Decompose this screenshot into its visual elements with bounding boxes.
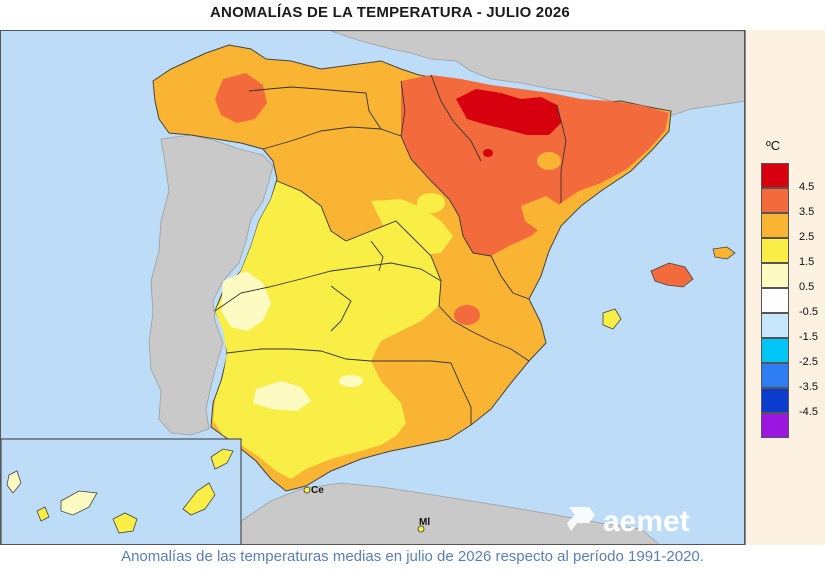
ibiza bbox=[602, 308, 622, 330]
aemet-logo: aemet bbox=[567, 505, 690, 538]
anomaly-zone-4-5-ebro bbox=[456, 89, 561, 135]
anomaly-zone-4-5-spot bbox=[483, 149, 493, 157]
anomaly-zone-1-5-center bbox=[371, 199, 453, 255]
legend-label: 0.5 bbox=[799, 281, 815, 293]
aemet-logo-icon bbox=[567, 507, 595, 531]
legend-swatch bbox=[761, 263, 789, 288]
melilla-marker bbox=[417, 525, 425, 533]
legend-label: 2.5 bbox=[799, 231, 815, 243]
canary-islands bbox=[6, 448, 234, 534]
legend-label: -2.5 bbox=[799, 356, 818, 368]
anomaly-zone-0-5-spot bbox=[339, 375, 363, 387]
legend-label: 3.5 bbox=[799, 206, 815, 218]
legend-swatch bbox=[761, 338, 789, 363]
aemet-logo-text: aemet bbox=[603, 505, 690, 538]
anomaly-zone-2-5-spot-east bbox=[521, 196, 561, 231]
legend-swatch bbox=[761, 288, 789, 313]
legend-swatch bbox=[761, 363, 789, 388]
anomaly-zone-3-5-northeast bbox=[401, 75, 669, 256]
portugal-landmass bbox=[148, 134, 274, 436]
ceuta-label: Ce bbox=[311, 485, 324, 496]
legend-swatch bbox=[761, 213, 789, 238]
legend-swatch bbox=[761, 388, 789, 413]
anomaly-zone-0-5-andalucia bbox=[253, 381, 311, 411]
legend-panel: ºC 4.5 3.5 2.5 1.5 0.5 -0.5 -1.5 -2.5 -3.5 -4.5 bbox=[745, 30, 825, 545]
legend-swatch bbox=[761, 238, 789, 263]
region-borders bbox=[214, 74, 567, 425]
map-title: ANOMALÍAS DE LA TEMPERATURA - JULIO 2026 bbox=[210, 4, 570, 21]
legend-label: -1.5 bbox=[799, 331, 818, 343]
anomaly-zone-3-5-spot bbox=[454, 305, 480, 325]
legend-label: 1.5 bbox=[799, 256, 815, 268]
anomaly-zone-0-5-extremadura bbox=[221, 271, 271, 331]
menorca bbox=[712, 246, 736, 260]
legend-label: -0.5 bbox=[799, 306, 818, 318]
france-landmass bbox=[330, 31, 744, 120]
legend-label: -3.5 bbox=[799, 381, 818, 393]
ceuta-marker bbox=[303, 486, 311, 494]
legend-swatch bbox=[761, 163, 789, 188]
legend-swatch bbox=[761, 313, 789, 338]
legend-label: -4.5 bbox=[799, 406, 818, 418]
map-caption: Anomalías de las temperaturas medias en … bbox=[121, 548, 704, 565]
anomaly-zone-2-5-spot-aragon bbox=[537, 152, 561, 170]
map-frame: Ce Ml aemet bbox=[0, 30, 745, 545]
legend-swatch bbox=[761, 413, 789, 438]
legend-label: 4.5 bbox=[799, 181, 815, 193]
mallorca bbox=[650, 262, 694, 288]
title-bar: ANOMALÍAS DE LA TEMPERATURA - JULIO 2026 bbox=[0, 0, 825, 30]
anomaly-zone-3-5-galicia bbox=[215, 73, 267, 123]
melilla-label: Ml bbox=[419, 517, 430, 528]
anomaly-map: Ce Ml aemet bbox=[1, 31, 744, 544]
legend-swatch bbox=[761, 188, 789, 213]
anomaly-zone-1-5-spot bbox=[417, 193, 445, 213]
legend-unit: ºC bbox=[766, 138, 781, 153]
